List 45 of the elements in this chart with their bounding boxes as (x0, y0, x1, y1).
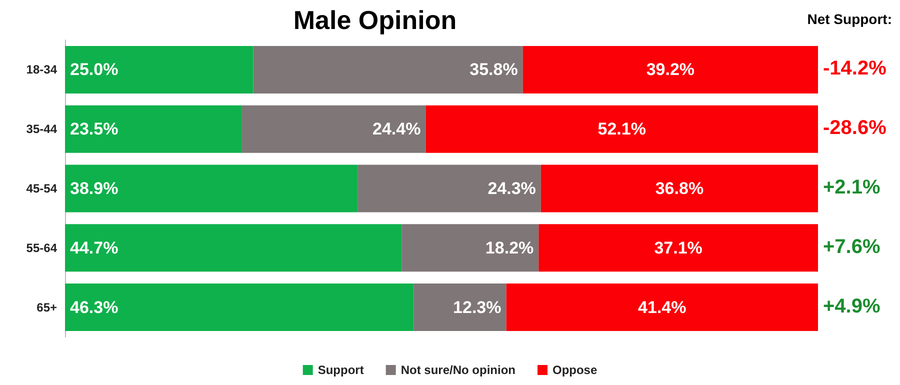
bar (65, 46, 254, 94)
text: +7.6% (823, 236, 880, 258)
data-label: 41.4% (638, 298, 686, 317)
bar (65, 105, 242, 153)
chart-title: Male Opinion (293, 5, 457, 35)
bar (402, 224, 539, 272)
text: +2.1% (823, 176, 880, 198)
data-label: 23.5% (70, 120, 118, 139)
data-label: 12.3% (453, 298, 502, 317)
bar (253, 46, 523, 94)
text: +4.9% (823, 295, 880, 318)
legend-label: Oppose (552, 363, 598, 377)
data-label: 37.1% (654, 238, 702, 258)
data-label: 35.8% (470, 60, 518, 80)
bar (65, 284, 414, 332)
bar (65, 164, 358, 212)
data-label: 39.2% (646, 60, 695, 80)
legend-label: Support (318, 363, 364, 377)
data-label: 24.4% (372, 120, 421, 139)
data-label: 24.3% (488, 179, 536, 198)
text: -28.6% (823, 117, 887, 140)
bar (426, 105, 818, 153)
data-label: 38.9% (70, 179, 118, 198)
y-tick-label: 65+ (36, 300, 57, 314)
bar (540, 164, 818, 212)
data-label: 36.8% (655, 179, 704, 198)
data-label: 18.2% (485, 238, 534, 258)
y-tick-label: 18-34 (26, 62, 58, 77)
y-tick-label: 45-54 (26, 182, 58, 196)
legend-label: Not sure/No opinion (400, 363, 516, 377)
bar (414, 284, 506, 332)
text: Net Support: (807, 11, 892, 27)
y-tick-label: 55-64 (26, 240, 58, 255)
bar (538, 224, 818, 272)
bar (358, 164, 541, 212)
data-label: 44.7% (70, 238, 118, 258)
y-tick-label: 35-44 (26, 122, 58, 136)
bar (522, 46, 818, 94)
bar (506, 284, 818, 332)
bar (65, 224, 402, 272)
bar (242, 105, 426, 153)
data-label: 46.3% (70, 298, 118, 317)
data-label: 52.1% (598, 120, 646, 139)
data-label: 25.0% (70, 60, 118, 80)
text: -14.2% (823, 58, 887, 80)
